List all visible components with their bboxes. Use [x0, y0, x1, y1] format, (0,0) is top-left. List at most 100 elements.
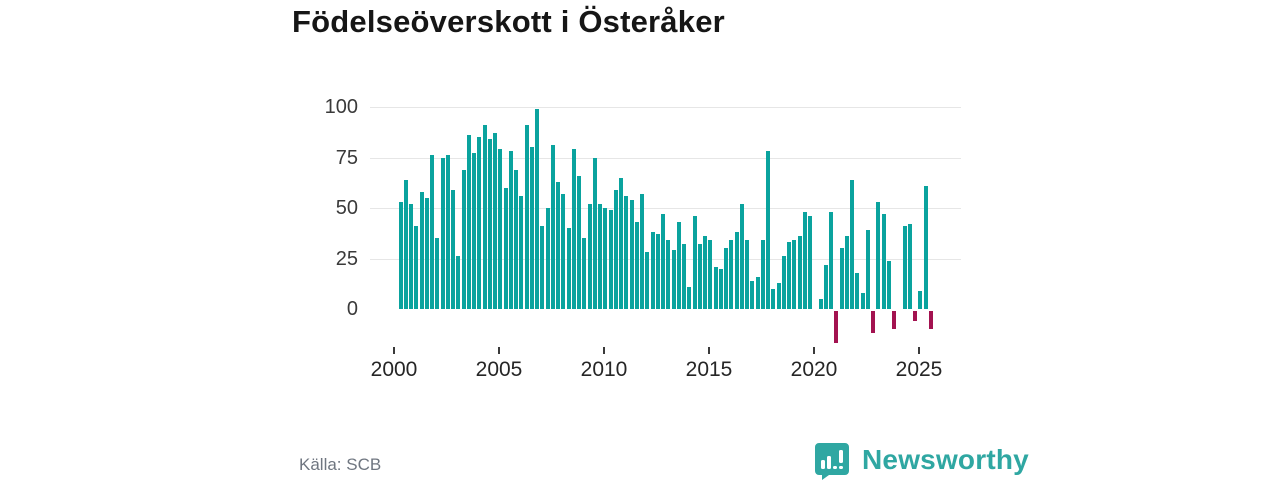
bar-2004-q2 [487, 139, 492, 309]
bar-2017-q4 [771, 288, 776, 309]
bar-2019-q1 [797, 236, 802, 309]
gridline-y50 [370, 208, 961, 209]
bar-2012-q4 [666, 240, 671, 309]
bar-2000-q2 [403, 179, 408, 309]
bar-2009-q4 [603, 208, 608, 309]
bar-2005-q4 [519, 195, 524, 309]
bar-2024-q3 [913, 311, 917, 322]
bar-2021-q4 [855, 272, 860, 309]
bar-2011-q2 [634, 222, 639, 309]
x-tick-2015 [708, 347, 710, 354]
y-tick-label-25: 25 [335, 247, 358, 270]
bar-2000-q1 [398, 201, 403, 309]
y-tick-label-75: 75 [335, 146, 358, 169]
x-tick-label-2000: 2000 [370, 358, 418, 381]
bar-2013-q1 [671, 250, 676, 309]
bar-2025-q2 [928, 311, 933, 330]
bar-2009-q3 [598, 203, 602, 309]
y-tick-label-100: 100 [324, 96, 358, 118]
bar-2001-q1 [419, 191, 424, 309]
bar-2004-q1 [482, 125, 487, 309]
bar-2007-q3 [556, 181, 560, 309]
bar-2003-q3 [472, 153, 476, 309]
bar-2005-q2 [508, 151, 513, 309]
bar-2009-q1 [587, 203, 592, 309]
bar-2016-q3 [745, 240, 749, 309]
x-tick-2025 [918, 347, 920, 354]
bar-2015-q4 [729, 240, 734, 309]
bar-2013-q2 [676, 222, 681, 309]
bar-2010-q3 [619, 177, 623, 309]
bar-2014-q1 [692, 216, 697, 309]
x-tick-label-2010: 2010 [580, 358, 628, 381]
x-tick-label-2015: 2015 [685, 358, 733, 381]
bar-2011-q4 [645, 252, 650, 309]
bar-2021-q2 [844, 236, 849, 309]
bar-2017-q3 [766, 151, 770, 309]
bar-2018-q2 [781, 256, 786, 309]
bar-2015-q3 [724, 248, 728, 309]
bar-2013-q4 [687, 286, 692, 309]
bar-2006-q4 [540, 226, 545, 309]
bar-2013-q3 [682, 244, 686, 309]
gridline-y25 [370, 258, 961, 260]
bar-2015-q1 [713, 266, 718, 309]
bar-2019-q3 [808, 216, 812, 309]
bar-2004-q3 [493, 133, 497, 309]
x-tick-label-2025: 2025 [895, 358, 943, 381]
bar-2014-q2 [697, 244, 702, 309]
x-tick-label-2020: 2020 [790, 358, 838, 381]
bar-2010-q1 [608, 210, 613, 309]
x-tick-2010 [603, 347, 605, 354]
bar-2010-q2 [613, 189, 618, 309]
bar-2025-q1 [923, 185, 928, 309]
bar-2024-q1 [902, 226, 907, 309]
bar-2016-q4 [750, 280, 755, 309]
bar-2017-q2 [760, 240, 765, 309]
source-note: Källa: SCB [299, 455, 382, 474]
bar-2018-q1 [776, 282, 781, 309]
newsworthy-logo-icon [812, 440, 852, 480]
bar-2001-q3 [430, 155, 434, 309]
bar-2000-q4 [414, 226, 419, 309]
y-tick-label-0: 0 [346, 298, 358, 320]
bar-2023-q2 [886, 260, 891, 309]
bar-2007-q4 [561, 193, 566, 309]
bar-2003-q2 [466, 135, 471, 309]
bar-2002-q1 [440, 157, 445, 309]
bar-2020-q4 [834, 311, 839, 344]
newsworthy-wordmark: Newsworthy [862, 444, 1029, 475]
newsworthy-logo: Newsworthy [812, 440, 1029, 480]
bar-2016-q2 [739, 203, 744, 309]
bar-2018-q3 [787, 242, 791, 309]
bar-2012-q3 [661, 214, 665, 309]
bar-2011-q3 [640, 193, 644, 309]
gridline-y75 [370, 157, 961, 159]
bar-2023-q1 [881, 214, 886, 309]
x-tick-2005 [498, 347, 500, 354]
bar-2008-q2 [571, 149, 576, 309]
bar-2024-q4 [918, 290, 923, 309]
bar-2017-q1 [755, 276, 760, 309]
bar-2003-q1 [461, 169, 466, 309]
bar-2006-q3 [535, 109, 539, 309]
x-tick-2020 [813, 347, 815, 354]
bar-2020-q3 [829, 212, 833, 309]
bar-2015-q2 [718, 268, 723, 309]
bar-2003-q4 [477, 137, 482, 309]
bar-2007-q2 [550, 145, 555, 309]
bar-2022-q2 [865, 230, 870, 309]
bar-2011-q1 [629, 199, 634, 309]
x-tick-2000 [393, 347, 395, 354]
bar-2002-q4 [456, 256, 461, 309]
bar-2002-q2 [445, 155, 450, 309]
bar-2005-q1 [503, 187, 508, 309]
bar-2004-q4 [498, 149, 503, 309]
bar-2022-q1 [860, 292, 865, 309]
bar-2020-q1 [818, 298, 823, 309]
bar-2008-q4 [582, 238, 587, 309]
bar-2007-q1 [545, 208, 550, 309]
bar-2023-q3 [892, 311, 896, 330]
bar-2018-q4 [792, 240, 797, 309]
